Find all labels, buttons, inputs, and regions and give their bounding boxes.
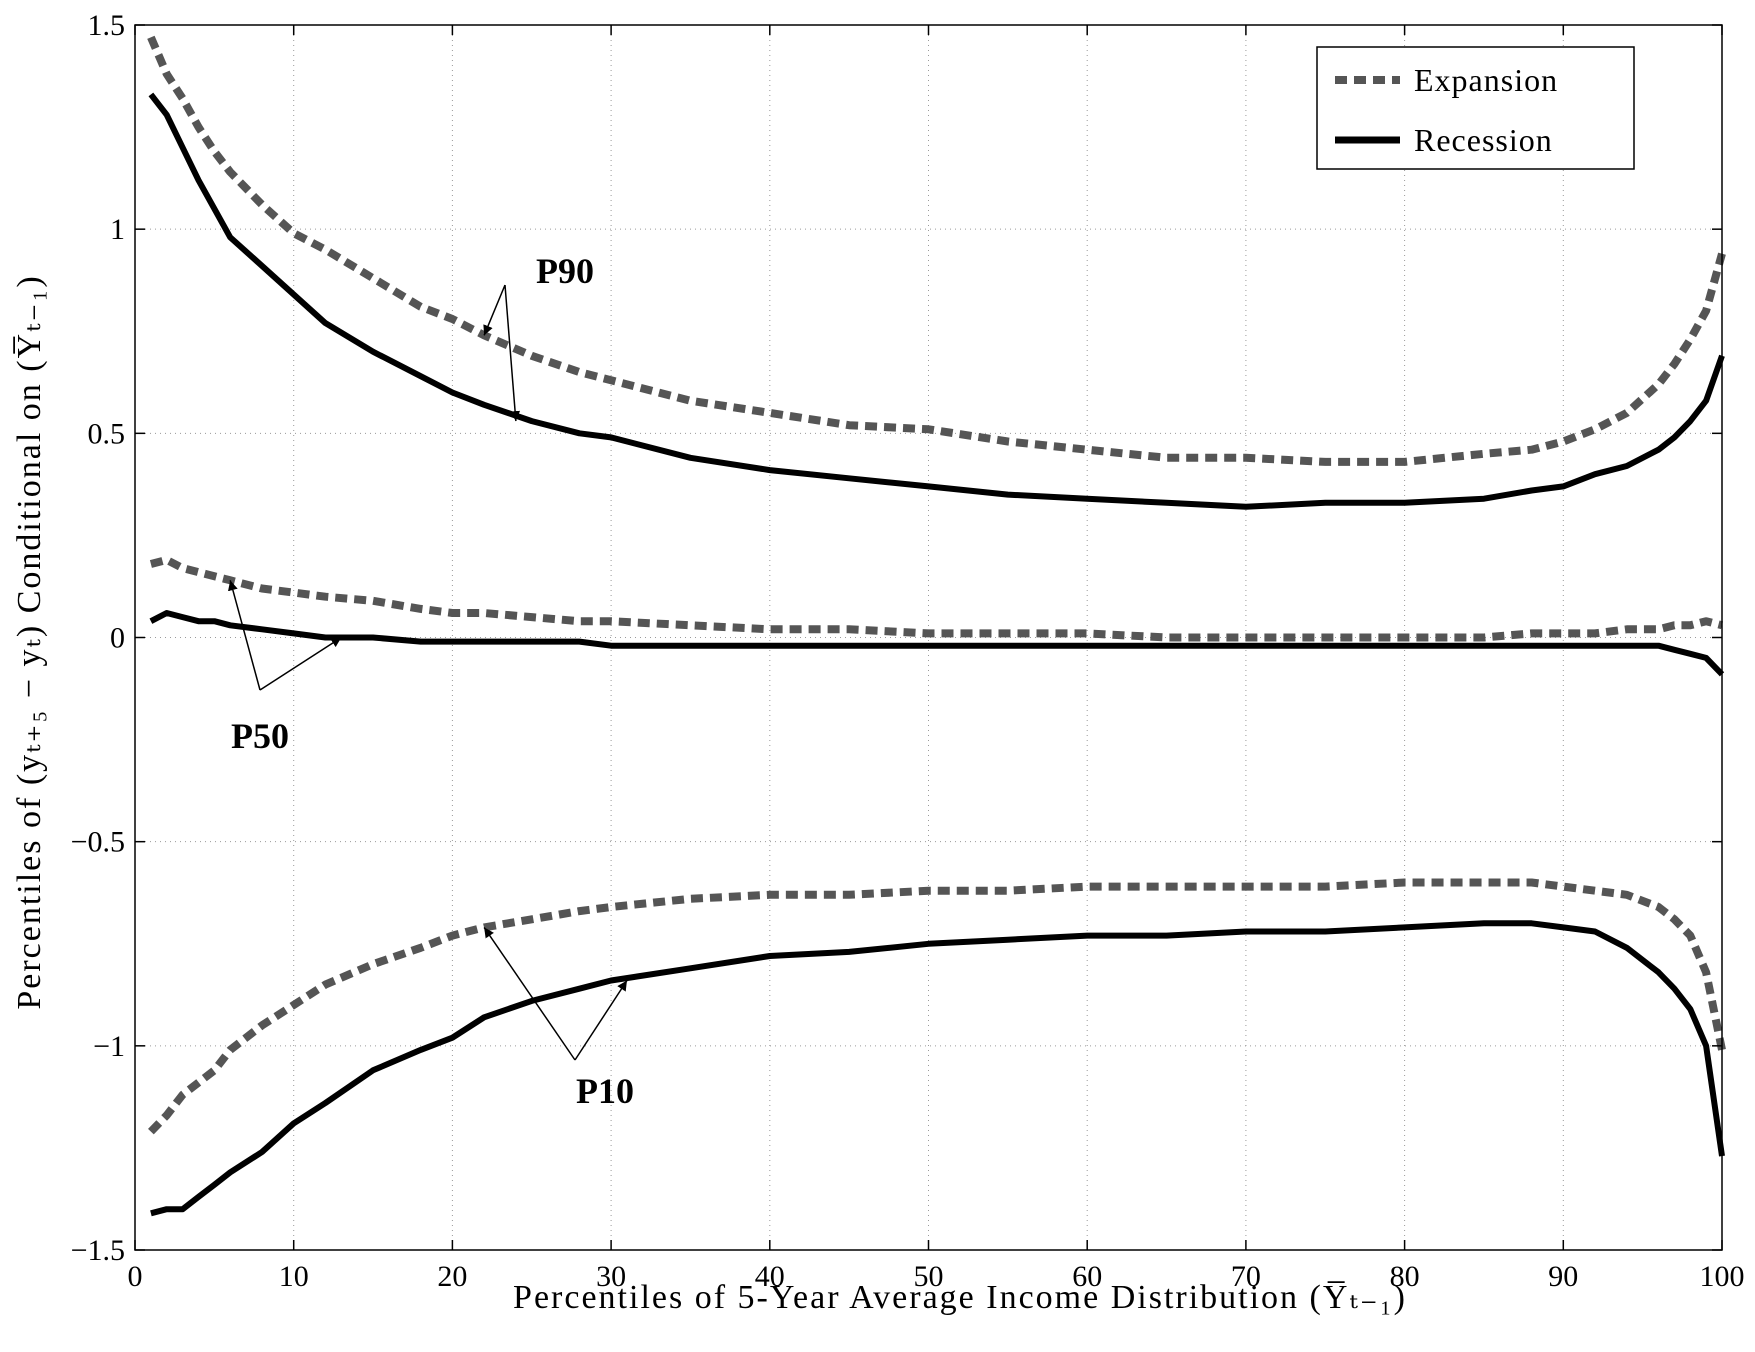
y-tick-label: −1.5 <box>71 1234 125 1267</box>
series-expansion-p10 <box>148 878 1726 1135</box>
annotation-arrow-p10 <box>483 926 576 1061</box>
annotation-label-p10: P10 <box>576 1071 634 1111</box>
axis-ticks: 0 10 20 30 40 50 60 70 80 90 100 −1.5 −1 −0.5 0 0.5 1 1.5 <box>71 9 1745 1293</box>
x-tick-label: 0 <box>128 1260 143 1293</box>
series-expansion-p50 <box>149 555 1723 642</box>
x-tick-label: 40 <box>755 1260 785 1293</box>
grid <box>135 25 1722 1250</box>
y-tick-label: −1 <box>93 1030 125 1063</box>
x-tick-label: 80 <box>1390 1260 1420 1293</box>
y-tick-label: 1.5 <box>88 9 126 42</box>
series-recession-p50 <box>149 610 1725 677</box>
x-tick-label: 70 <box>1231 1260 1261 1293</box>
annotation-arrow-p90 <box>483 284 506 336</box>
x-tick-label: 50 <box>914 1260 944 1293</box>
annotations: P90 P50 P10 <box>228 251 634 1111</box>
x-tick-label: 30 <box>596 1260 626 1293</box>
series-expansion-p90 <box>147 35 1726 466</box>
y-tick-label: −0.5 <box>71 826 125 859</box>
legend: Expansion Recession <box>1316 46 1635 170</box>
y-tick-label: 1 <box>110 213 125 246</box>
x-tick-label: 10 <box>279 1260 309 1293</box>
annotation-arrow-p50 <box>259 636 342 691</box>
series-lines <box>147 35 1726 1217</box>
legend-label-recession: Recession <box>1414 122 1553 158</box>
x-tick-label: 90 <box>1548 1260 1578 1293</box>
x-tick-label: 20 <box>437 1260 467 1293</box>
x-tick-label: 100 <box>1700 1260 1745 1293</box>
legend-box <box>1316 46 1635 170</box>
y-tick-label: 0 <box>110 622 125 655</box>
legend-label-expansion: Expansion <box>1414 62 1558 98</box>
annotation-label-p90: P90 <box>536 251 594 291</box>
annotation-label-p50: P50 <box>231 716 289 756</box>
x-tick-label: 60 <box>1072 1260 1102 1293</box>
y-axis-title: Percentiles of (yₜ₊₅ − yₜ) Conditional o… <box>11 274 48 1009</box>
series-recession-p90 <box>148 92 1725 510</box>
x-axis-title: Percentiles of 5-Year Average Income Dis… <box>513 1279 1407 1316</box>
annotation-arrow-p90 <box>504 284 521 422</box>
series-recession-p10 <box>150 920 1725 1217</box>
annotation-arrow-p10 <box>574 980 628 1061</box>
annotation-arrow-p50 <box>228 580 261 691</box>
y-tick-label: 0.5 <box>88 417 126 450</box>
